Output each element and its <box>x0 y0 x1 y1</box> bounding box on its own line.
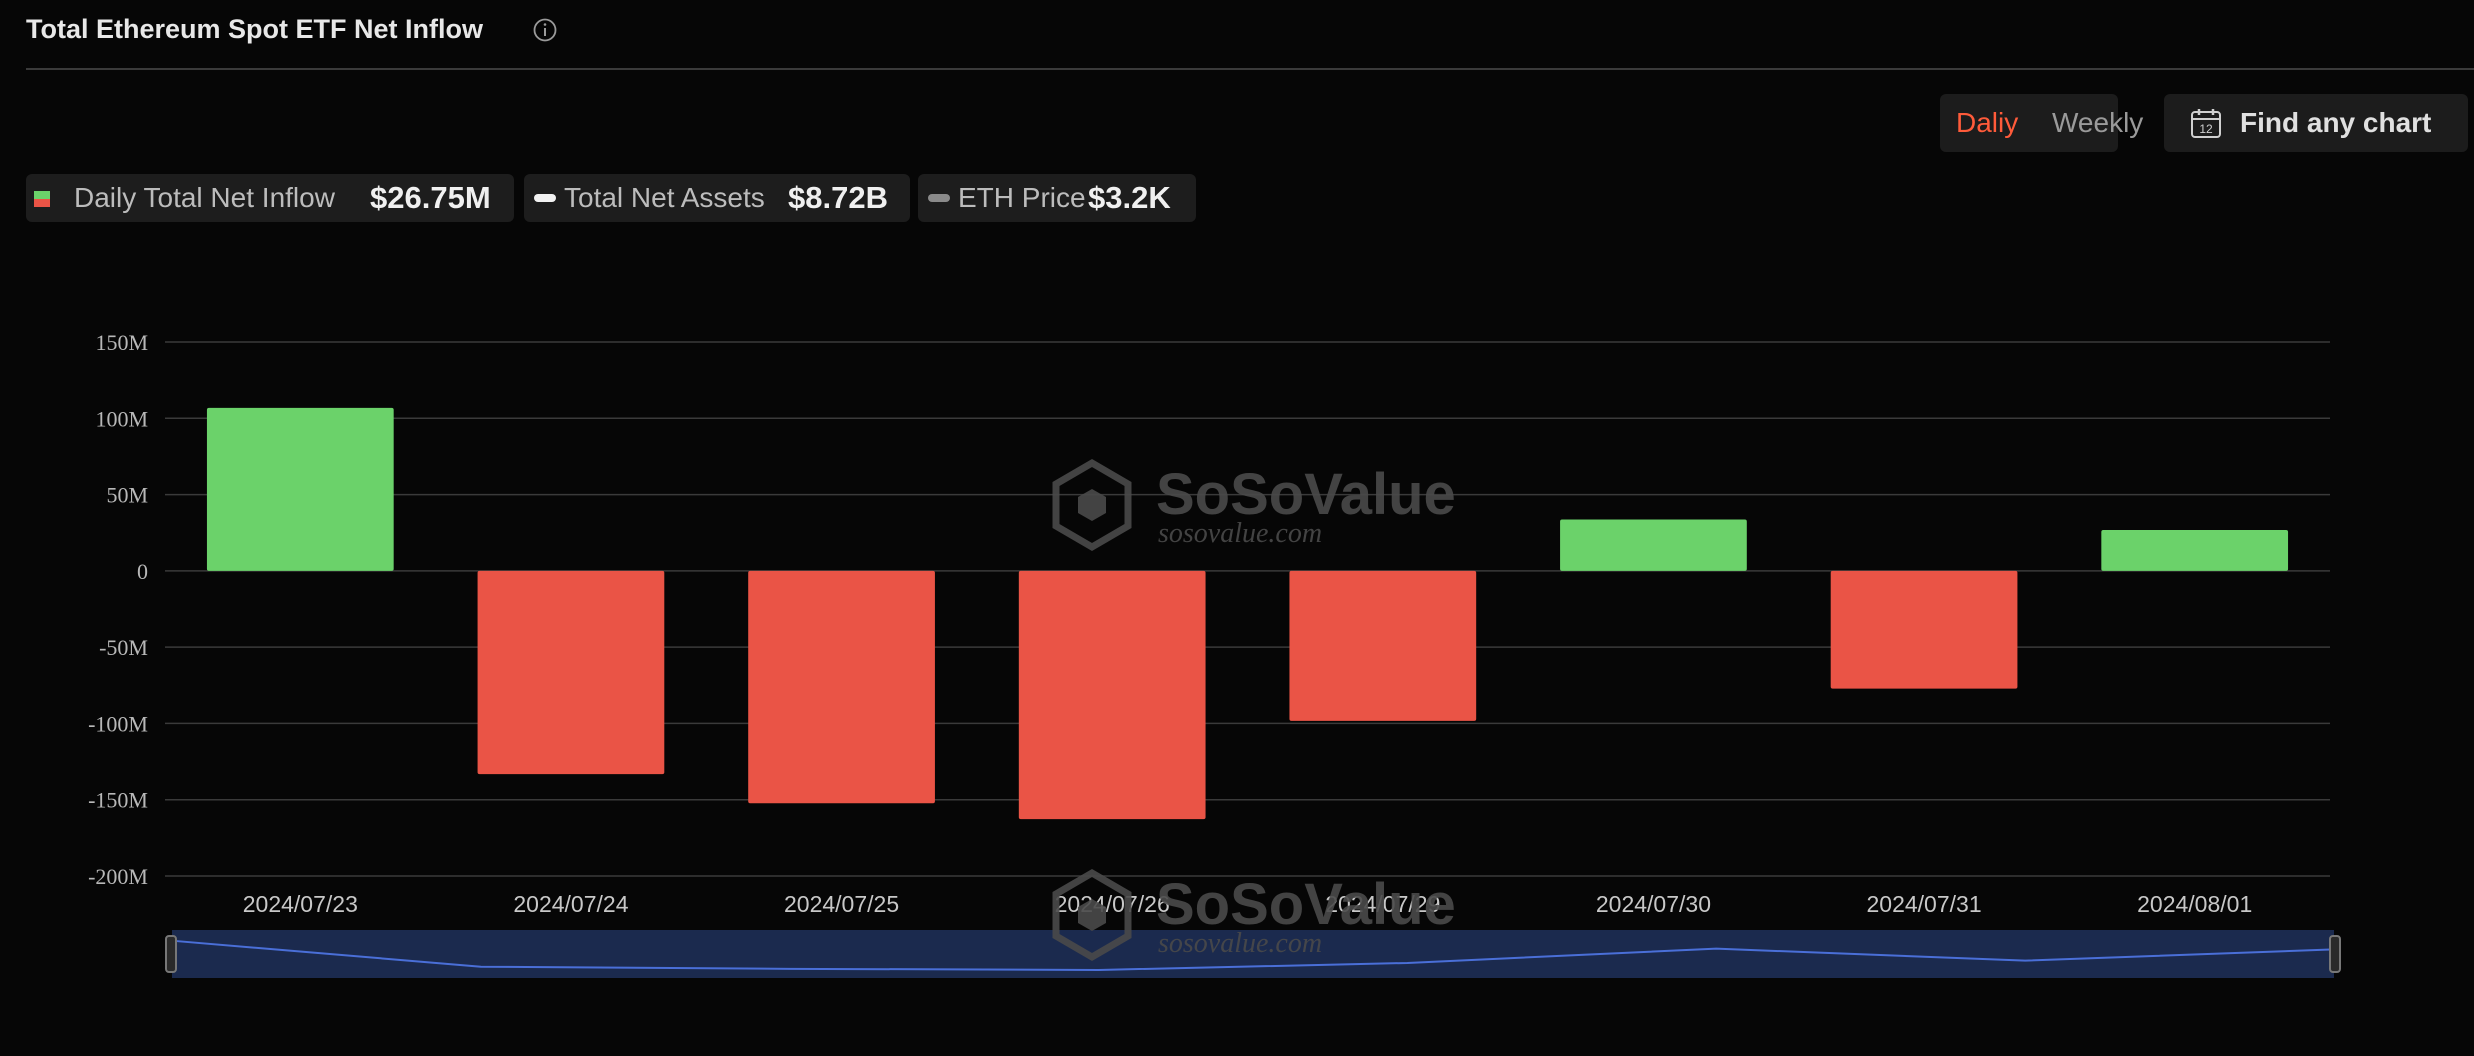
find-any-chart-label: Find any chart <box>2240 107 2432 138</box>
watermark-logo: SoSoValue sosovalue.com <box>1052 458 1456 552</box>
legend-label: ETH Price <box>958 182 1086 213</box>
watermark-brand: SoSoValue <box>1156 872 1456 937</box>
legend-label: Daily Total Net Inflow <box>74 182 335 213</box>
range-navigator <box>165 930 2341 978</box>
bar-2024-07-29[interactable] <box>1289 570 1477 721</box>
chart-title: Total Ethereum Spot ETF Net Inflow <box>26 14 483 44</box>
y-tick-label: -150M <box>88 788 148 813</box>
navigator-left-handle[interactable] <box>165 935 177 973</box>
bar-layer <box>206 407 2289 820</box>
legend-swatch-line-white <box>534 194 556 202</box>
bar-2024-07-31[interactable] <box>1830 570 2018 689</box>
watermark-url: sosovalue.com <box>1158 928 1322 959</box>
x-tick-label: 2024/07/31 <box>1867 891 1982 917</box>
bar-2024-07-25[interactable] <box>748 570 935 804</box>
navigator-right-handle[interactable] <box>2329 935 2341 973</box>
legend-swatch-negative <box>34 199 50 207</box>
bar-2024-07-24[interactable] <box>477 570 665 775</box>
watermark-cube-icon <box>1052 458 1132 552</box>
legend-value: $8.72B <box>788 180 888 215</box>
bar-2024-07-26[interactable] <box>1018 570 1206 820</box>
bar-2024-07-23[interactable] <box>206 407 394 571</box>
y-tick-label: -200M <box>88 864 148 889</box>
bar-2024-08-01[interactable] <box>2101 530 2289 571</box>
legend-label: Total Net Assets <box>564 182 765 213</box>
y-tick-label: 100M <box>95 406 148 431</box>
period-toggle: Daliy Weekly <box>1940 94 2143 152</box>
y-tick-label: 0 <box>137 559 148 584</box>
x-tick-label: 2024/07/25 <box>784 891 899 917</box>
legend-swatch-line-gray <box>928 194 950 202</box>
navigator-track <box>172 930 2334 978</box>
x-tick-label: 2024/07/23 <box>243 891 358 917</box>
x-tick-label: 2024/07/30 <box>1596 891 1711 917</box>
chart-header: Total Ethereum Spot ETF Net Inflow <box>26 0 2474 68</box>
y-tick-label: -100M <box>88 711 148 736</box>
watermark-brand: SoSoValue <box>1156 462 1456 527</box>
legend-swatch-positive <box>34 191 50 199</box>
y-tick-label: -50M <box>99 635 148 660</box>
legend-item-total-net-assets[interactable]: Total Net Assets $8.72B <box>524 174 910 222</box>
y-axis-labels: 150M 100M 50M 0 -50M -100M -150M -200M <box>88 330 148 889</box>
x-tick-label: 2024/08/01 <box>2137 891 2252 917</box>
find-any-chart-button[interactable]: 12 Find any chart <box>2164 94 2468 152</box>
calendar-icon: 12 <box>2191 109 2221 138</box>
info-circle-icon[interactable] <box>532 17 558 43</box>
x-axis-labels: 2024/07/23 2024/07/24 2024/07/25 2024/07/26… <box>243 891 2253 917</box>
legend-item-daily-inflow[interactable]: Daily Total Net Inflow $26.75M <box>26 174 514 222</box>
bar-2024-07-30[interactable] <box>1560 519 1747 571</box>
watermark-cube-icon <box>1052 868 1132 962</box>
x-tick-label: 2024/07/26 <box>1055 891 1170 917</box>
legend-value: $3.2K <box>1088 180 1171 215</box>
net-inflow-bar-chart: 150M 100M 50M 0 -50M -100M -150M -200M 2024/07/… <box>88 330 2341 978</box>
calendar-day-text: 12 <box>2199 122 2213 136</box>
legend-value: $26.75M <box>370 180 491 215</box>
x-tick-label: 2024/07/29 <box>1325 891 1440 917</box>
navigator-series-line <box>171 939 2335 971</box>
watermark-logo-bottom: SoSoValue sosovalue.com <box>1052 868 1456 962</box>
weekly-toggle-button[interactable]: Weekly <box>2052 107 2144 138</box>
y-tick-label: 50M <box>106 483 148 508</box>
x-tick-label: 2024/07/24 <box>513 891 628 917</box>
daily-toggle-button[interactable]: Daliy <box>1956 107 2019 138</box>
watermark-url: sosovalue.com <box>1158 518 1322 549</box>
y-tick-label: 150M <box>95 330 148 355</box>
legend-item-eth-price[interactable]: ETH Price $3.2K <box>918 174 1196 222</box>
header-divider <box>26 68 2474 70</box>
